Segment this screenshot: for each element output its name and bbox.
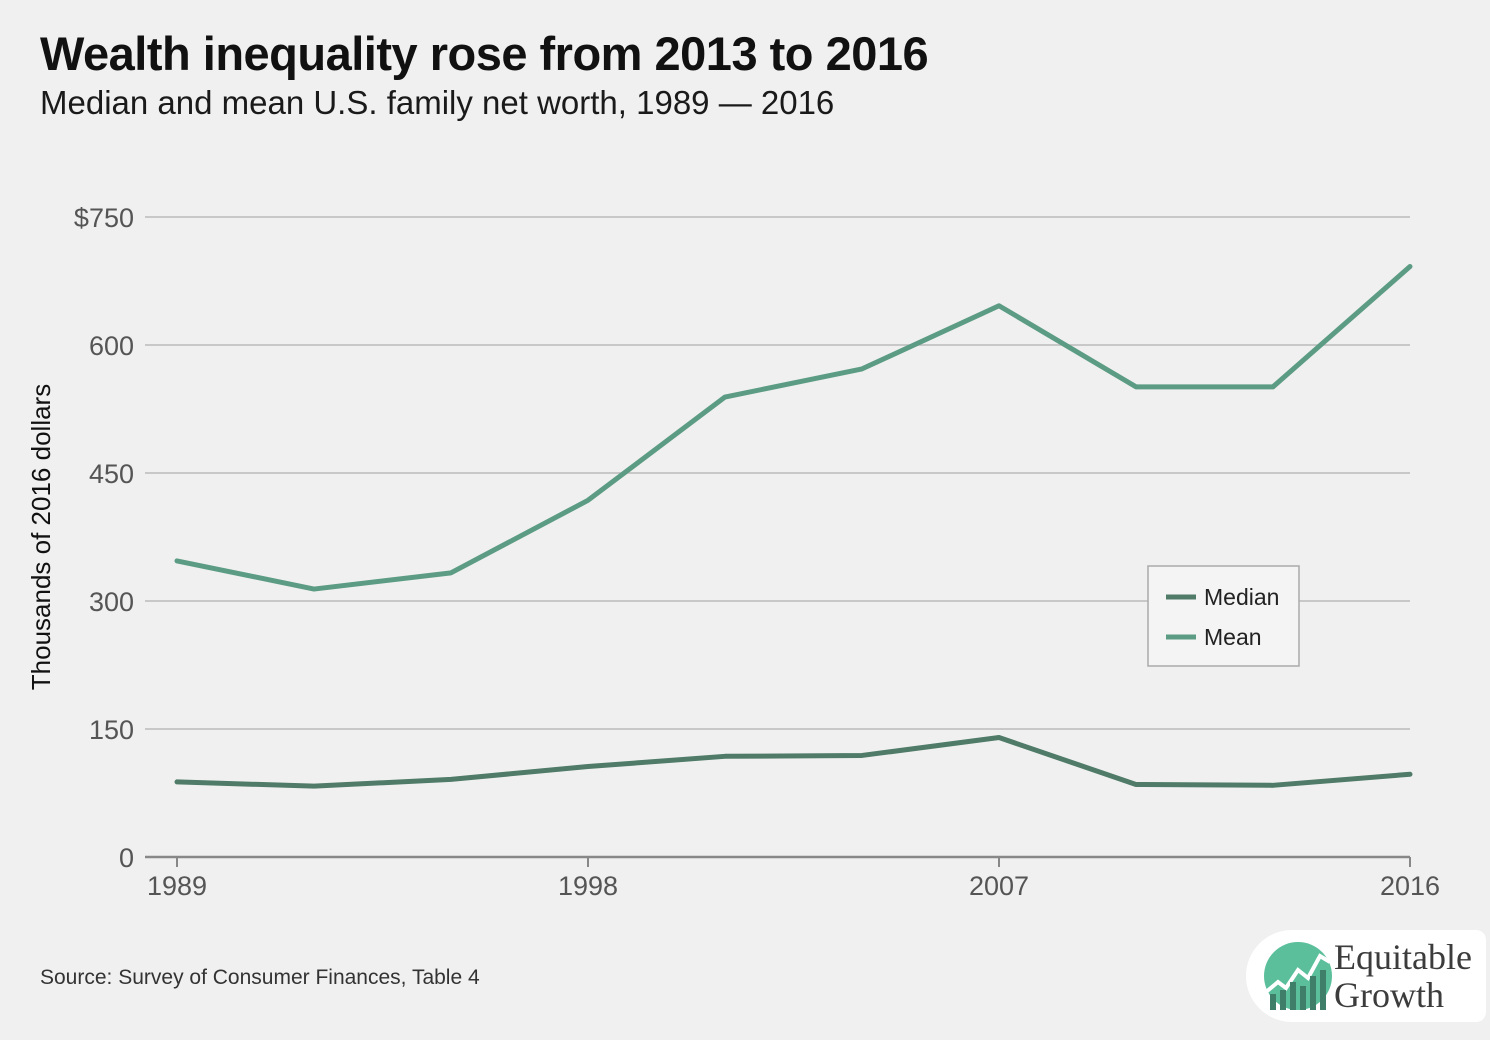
x-tick-label-1989: 1989 xyxy=(147,871,207,901)
x-tick-label-2007: 2007 xyxy=(969,871,1029,901)
y-tick-label-0: 0 xyxy=(119,843,134,873)
logo-wordmark: Equitable Growth xyxy=(1334,938,1472,1014)
y-tick-label-600: 600 xyxy=(89,331,134,361)
y-tick-label-300: 300 xyxy=(89,587,134,617)
legend-label-mean: Mean xyxy=(1204,624,1262,650)
equitable-growth-logo: Equitable Growth xyxy=(1246,930,1486,1026)
series-line-mean xyxy=(174,263,1413,592)
logo-chart-icon xyxy=(1264,942,1332,1010)
legend-label-median: Median xyxy=(1204,584,1279,610)
series-line-median xyxy=(174,735,1413,789)
logo-text-line2: Growth xyxy=(1334,975,1444,1015)
y-tick-label-750: $750 xyxy=(74,203,134,233)
y-tick-label-150: 150 xyxy=(89,715,134,745)
series-lines xyxy=(174,263,1413,789)
y-tick-labels: 0 150 300 450 600 $750 xyxy=(74,203,134,873)
x-tick-label-1998: 1998 xyxy=(558,871,618,901)
chart-title: Wealth inequality rose from 2013 to 2016 xyxy=(40,27,929,80)
legend: Median Mean xyxy=(1147,565,1300,667)
source-note: Source: Survey of Consumer Finances, Tab… xyxy=(40,966,480,989)
y-tick-label-450: 450 xyxy=(89,459,134,489)
chart-subtitle: Median and mean U.S. family net worth, 1… xyxy=(40,84,835,121)
x-axis: 1989 1998 2007 2016 xyxy=(145,855,1440,901)
logo-text-line1: Equitable xyxy=(1334,937,1472,977)
legend-box xyxy=(1147,565,1300,667)
x-tick-label-2016: 2016 xyxy=(1380,871,1440,901)
y-axis-label: Thousands of 2016 dollars xyxy=(26,384,56,690)
